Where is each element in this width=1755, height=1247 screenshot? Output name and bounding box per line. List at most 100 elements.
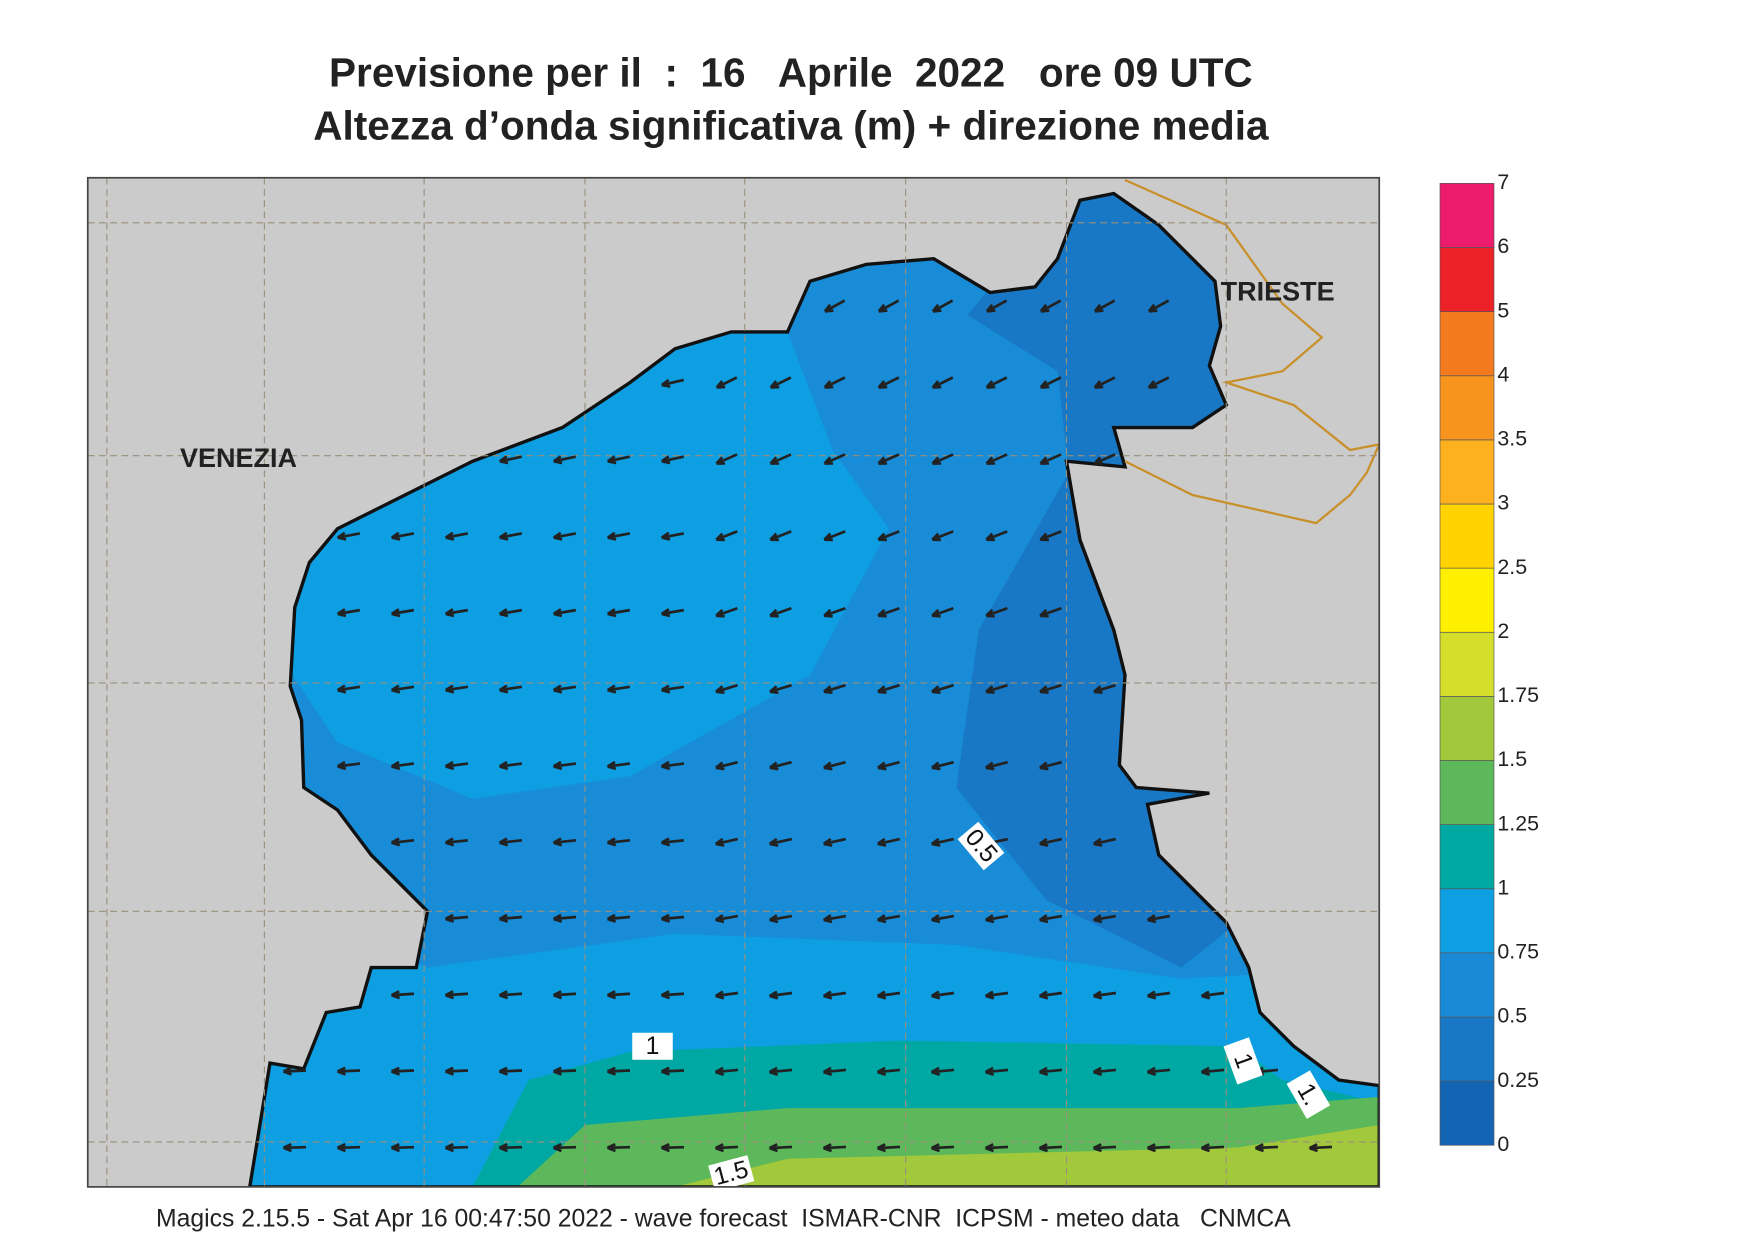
colorbar-band xyxy=(1439,888,1495,954)
arrow xyxy=(877,299,900,313)
arrow xyxy=(1092,990,1117,1000)
arrow xyxy=(984,1143,1009,1153)
arrow xyxy=(498,913,523,923)
arrow xyxy=(1038,1143,1063,1153)
arrow xyxy=(390,1142,415,1153)
colorbar-band xyxy=(1439,375,1495,441)
arrow xyxy=(1200,1066,1225,1076)
arrow xyxy=(876,914,901,924)
arrow xyxy=(1146,914,1171,924)
arrow xyxy=(1039,530,1062,542)
arrow xyxy=(390,684,415,694)
arrow xyxy=(1147,376,1170,389)
arrow xyxy=(660,913,685,923)
colorbar-band xyxy=(1439,1016,1495,1082)
arrow xyxy=(985,376,1008,389)
colorbar-band xyxy=(1439,247,1495,312)
arrow xyxy=(660,378,685,388)
title: Previsione per il : 16 Aprile 2022 ore 0… xyxy=(329,50,1253,96)
arrow xyxy=(822,1066,847,1076)
arrow xyxy=(715,760,738,771)
arrow xyxy=(660,531,685,541)
arrow xyxy=(660,990,685,1000)
arrow xyxy=(552,1066,577,1076)
arrow xyxy=(877,607,900,618)
arrow xyxy=(931,299,954,313)
arrow xyxy=(769,683,792,695)
arrow xyxy=(930,914,955,924)
arrow xyxy=(1146,1143,1171,1153)
colorbar-band xyxy=(1439,760,1495,825)
arrow xyxy=(1146,1066,1171,1076)
arrow xyxy=(876,1143,901,1153)
arrow xyxy=(876,990,901,1000)
arrow xyxy=(606,1142,631,1153)
colorbar-label: 1.25 xyxy=(1497,811,1539,835)
colorbar-band xyxy=(1439,696,1495,761)
arrow xyxy=(1092,914,1117,924)
arrow xyxy=(390,990,415,1000)
arrow xyxy=(1039,299,1062,313)
contour-label-box xyxy=(708,1155,755,1187)
contour-label-box xyxy=(1286,1070,1331,1119)
arrow xyxy=(1093,376,1116,389)
colorbar-label: 0.75 xyxy=(1497,940,1539,964)
contour-label-text: 1 xyxy=(646,1033,660,1060)
arrow xyxy=(1093,299,1116,313)
arrow xyxy=(768,837,793,847)
arrow xyxy=(498,684,523,694)
arrow xyxy=(390,531,415,541)
colorbar-label: 0.25 xyxy=(1497,1068,1539,1092)
arrow xyxy=(1038,990,1063,1000)
place-label: TRIESTE xyxy=(1221,276,1335,306)
arrow xyxy=(823,376,846,389)
arrow xyxy=(1146,990,1171,1000)
arrow xyxy=(390,837,415,847)
colorbar-band xyxy=(1439,503,1495,569)
arrow xyxy=(390,760,415,771)
arrow xyxy=(660,455,685,465)
colorbar-label: 2.5 xyxy=(1497,555,1527,579)
colorbar-band xyxy=(1439,183,1495,248)
colorbar-label: 2 xyxy=(1497,619,1509,643)
arrow xyxy=(1038,914,1063,924)
arrow xyxy=(930,1066,955,1076)
arrow xyxy=(984,1066,1009,1076)
arrow xyxy=(606,684,631,694)
arrow xyxy=(714,1143,739,1153)
contour-label-box xyxy=(957,821,1005,871)
arrow xyxy=(823,760,846,771)
arrow xyxy=(715,453,738,465)
colorbar-label: 0 xyxy=(1497,1132,1509,1156)
footer: Magics 2.15.5 - Sat Apr 16 00:47:50 2022… xyxy=(156,1205,1291,1232)
arrow xyxy=(498,608,523,618)
arrow xyxy=(823,683,846,695)
arrow xyxy=(1254,1143,1279,1153)
arrow xyxy=(823,453,846,465)
arrow xyxy=(715,607,738,618)
arrow xyxy=(498,455,523,465)
arrow xyxy=(606,990,631,1000)
arrow xyxy=(660,1142,685,1153)
arrow xyxy=(768,914,793,924)
arrow xyxy=(1092,1066,1117,1076)
contour-label: 1.5 xyxy=(708,1155,755,1187)
arrow xyxy=(552,684,577,694)
graticule xyxy=(87,177,1380,1187)
arrow xyxy=(444,913,469,923)
arrow xyxy=(444,837,469,847)
arrow xyxy=(877,453,900,465)
arrow xyxy=(1039,760,1062,771)
colorbar-label: 1.75 xyxy=(1497,683,1539,707)
arrow xyxy=(444,760,469,771)
arrow xyxy=(984,990,1009,1000)
colorbar-band xyxy=(1439,311,1495,377)
contour-label: 1 xyxy=(632,1032,673,1060)
arrow xyxy=(1308,1143,1333,1153)
arrow xyxy=(1039,683,1062,695)
arrow xyxy=(498,760,523,771)
arrow xyxy=(1092,1143,1117,1153)
arrow xyxy=(282,1066,307,1076)
arrow xyxy=(660,608,685,618)
